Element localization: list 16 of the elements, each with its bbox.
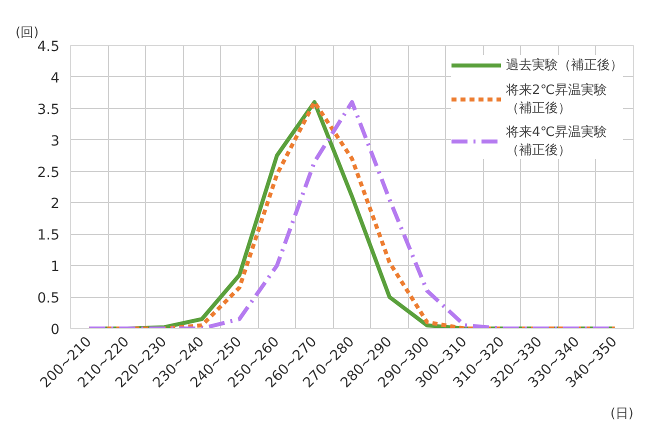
y-tick-label: 0.5 [37,290,60,307]
legend-label: 将来2℃昇温実験（補正後） [506,82,607,117]
legend-label: 将来4℃昇温実験（補正後） [506,124,607,159]
y-tick-label: 3.5 [37,102,60,118]
legend-label: 過去実験（補正後） [506,57,623,74]
y-tick-label: 0 [50,322,60,338]
y-tick-label: 4.5 [37,39,60,55]
x-axis-title: (日) [610,406,634,422]
y-tick-label: 1.5 [37,228,60,244]
y-tick-label: 4 [50,70,60,86]
y-tick-label: 2 [50,196,60,212]
line-series [87,100,617,328]
y-axis-title: (回) [16,26,39,40]
y-tick-label: 1 [50,259,60,276]
y-tick-label: 2.5 [37,164,60,181]
y-tick-label: 3 [50,133,60,150]
